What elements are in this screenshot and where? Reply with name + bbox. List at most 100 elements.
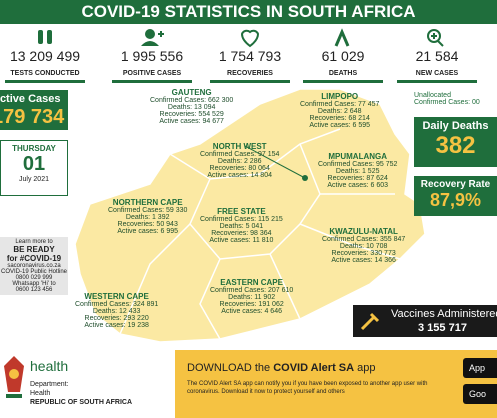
coat-of-arms: [4, 356, 24, 398]
province-line: Deaths: 1 525: [335, 168, 380, 175]
province-line: Recoveries: 191 062: [219, 301, 284, 308]
syringe-icon: [360, 312, 380, 331]
stat-label: DEATHS: [328, 70, 358, 77]
province-line: Recoveries: 68 214: [309, 115, 370, 122]
province: KWAZULU-NATAL Confirmed Cases: 355 847 Dea…: [322, 227, 405, 264]
province: GAUTENG Confirmed Cases: 662 300 Deaths: 1…: [150, 88, 233, 125]
recovery-rate-value: 87,9%: [429, 190, 482, 210]
department: Department: Health REPUBLIC OF SOUTH AFRIC…: [30, 380, 132, 407]
stat-bar: [5, 80, 85, 83]
province-line: Confirmed Cases: 662 300: [150, 97, 234, 104]
province-line: Deaths: 11 902: [228, 294, 276, 301]
learn-line: sacoronavirus.co.za: [7, 263, 61, 269]
province-line: Confirmed Cases: 115 215: [200, 216, 283, 223]
active-cases-value: 179 734: [0, 106, 65, 128]
stat-label: TESTS CONDUCTED: [10, 70, 80, 77]
province-line: Active cases: 11 810: [209, 237, 274, 244]
province: NORTH WEST Confirmed Cases: 97 154 Deaths:…: [200, 142, 279, 179]
store-button[interactable]: Goo: [463, 384, 497, 404]
stat-value: 61 029: [321, 48, 365, 64]
province-line: Recoveries: 98 364: [211, 230, 272, 237]
department-line: REPUBLIC OF SOUTH AFRICA: [30, 399, 133, 406]
province-line: Recoveries: 293 220: [84, 315, 149, 322]
icon-new: [427, 29, 444, 47]
province-name: NORTHERN CAPE: [112, 198, 183, 207]
active-cases-box: Active Cases 179 734: [0, 90, 68, 130]
stat-value: 1 995 556: [120, 48, 184, 64]
province-line: Deaths: 13 094: [167, 104, 216, 111]
province-line: Recoveries: 554 529: [159, 111, 224, 118]
vaccines-label: Vaccines Administered: [391, 308, 497, 320]
app-title: DOWNLOAD the COVID Alert SA app: [187, 362, 376, 374]
province-line: Deaths: 2 286: [217, 158, 262, 165]
province-borders: [119, 128, 401, 340]
app-banner: DOWNLOAD the COVID Alert SA app The COVI…: [175, 350, 497, 418]
daily-deaths-label: Daily Deaths: [422, 120, 489, 132]
province-name: LIMPOPO: [321, 92, 359, 101]
icon-recoveries: [240, 29, 260, 48]
province-line: Recoveries: 330 773: [331, 250, 396, 257]
store-button[interactable]: App: [463, 358, 497, 378]
province-name: GAUTENG: [171, 88, 212, 97]
province-line: Recoveries: 87 624: [327, 175, 388, 182]
stat-label: RECOVERIES: [227, 70, 273, 77]
province-name: EASTERN CAPE: [220, 278, 283, 287]
recovery-rate-label: Recovery Rate: [420, 179, 491, 190]
month-year: July 2021: [19, 176, 49, 183]
province-line: Confirmed Cases: 324 891: [75, 301, 159, 308]
province-line: Active cases: 14 804: [207, 172, 272, 179]
learn-line: 0800 029 999: [15, 275, 53, 281]
learn-line: Learn more to: [15, 239, 53, 245]
stat-value: 1 754 793: [218, 48, 282, 64]
province-line: Active cases: 6 995: [117, 228, 179, 235]
province: LIMPOPO Confirmed Cases: 77 457 Deaths: 2 …: [300, 92, 379, 129]
province-line: Confirmed Cases: 97 154: [200, 151, 280, 158]
app-title-pre: DOWNLOAD the: [187, 362, 274, 374]
gauteng-pointer: [244, 145, 306, 179]
health-logo: health: [30, 358, 69, 374]
stat-label: NEW CASES: [415, 70, 459, 77]
active-cases-label: Active Cases: [0, 93, 61, 105]
vaccines-value: 3 155 717: [418, 322, 467, 334]
gauteng-dot: [302, 175, 308, 181]
province-line: Recoveries: 50 943: [117, 221, 178, 228]
stat-value: 21 584: [415, 48, 459, 64]
stat-value: 13 209 499: [9, 48, 81, 64]
province-name: KWAZULU-NATAL: [329, 227, 398, 236]
province-line: Deaths: 10 708: [339, 243, 388, 250]
app-text: The COVID Alert SA app can notify you if…: [187, 381, 428, 395]
province: MPUMALANGA Confirmed Cases: 95 752 Deaths:…: [318, 152, 397, 189]
province-name: MPUMALANGA: [328, 152, 388, 161]
province-name: NORTH WEST: [212, 142, 267, 151]
stat-bar: [397, 80, 477, 83]
province-line: Deaths: 1 392: [125, 214, 170, 221]
learn-line: COVID-19 Public Hotline: [0, 269, 68, 275]
recovery-rate-box: Recovery Rate 87,9%: [414, 176, 497, 216]
daily-deaths-box: Daily Deaths 382: [414, 117, 497, 167]
day: 01: [22, 153, 46, 175]
province-line: Active cases: 4 646: [221, 308, 282, 315]
stat-bar: [303, 80, 383, 83]
province-line: Confirmed Cases: 355 847: [322, 236, 406, 243]
stat-label: POSITIVE CASES: [122, 70, 182, 77]
learn-line: Whatsapp 'Hi' to: [12, 281, 56, 287]
province-line: Deaths: 2 648: [317, 108, 362, 115]
province: NORTHERN CAPE Confirmed Cases: 59 330 Deat…: [108, 198, 187, 235]
unallocated-line: Unallocated: [414, 92, 451, 99]
stat-bar: [112, 80, 192, 83]
province: FREE STATE Confirmed Cases: 115 215 Deaths…: [200, 207, 283, 244]
learn-line: 0600 123 456: [15, 287, 53, 293]
app-title-bold: COVID Alert SA: [273, 362, 355, 374]
icon-positive: [141, 29, 164, 46]
province-line: Recoveries: 80 064: [209, 165, 270, 172]
province-line: Confirmed Cases: 59 330: [108, 207, 188, 214]
province-name: WESTERN CAPE: [84, 292, 149, 301]
icon-deaths: [334, 28, 350, 47]
province-line: Active cases: 94 677: [159, 118, 224, 125]
icon-tests: [38, 30, 52, 44]
province-line: Confirmed Cases: 207 610: [210, 287, 294, 294]
province-line: Active cases: 19 238: [84, 322, 149, 329]
province-line: Confirmed Cases: 77 457: [300, 101, 380, 108]
date-box: THURSDAY 01 July 2021: [0, 140, 68, 196]
